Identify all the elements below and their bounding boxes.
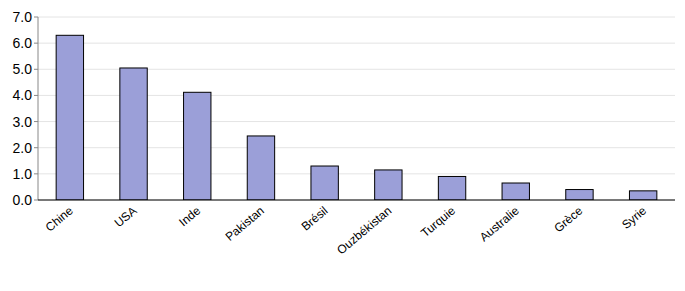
grid-line: [38, 43, 675, 44]
bar: [56, 35, 83, 200]
y-tick-label: 5.0: [13, 61, 33, 77]
tick: [34, 200, 38, 201]
x-tick-label: Ouzbékistan: [334, 204, 394, 258]
y-tick-label: 6.0: [13, 35, 33, 51]
x-tick-label: Pakistan: [223, 204, 267, 244]
bar: [120, 68, 147, 200]
y-tick-label: 2.0: [13, 140, 33, 156]
bar: [184, 92, 211, 200]
bar: [502, 183, 529, 200]
bar: [311, 166, 338, 200]
y-tick-label: 3.0: [13, 114, 33, 130]
x-tick-label: Chine: [43, 203, 76, 234]
tick: [34, 147, 38, 148]
bar: [375, 170, 402, 200]
tick: [34, 43, 38, 44]
bar: [438, 176, 465, 200]
x-axis: [38, 200, 675, 201]
y-tick-label: 7.0: [13, 9, 33, 25]
x-tick-label: USA: [112, 204, 140, 231]
tick: [34, 95, 38, 96]
y-tick-label: 4.0: [13, 87, 33, 103]
bar: [566, 190, 593, 200]
y-axis: [38, 17, 39, 200]
grid-line: [38, 17, 675, 18]
bars: [56, 35, 657, 200]
x-tick-label: Brésil: [299, 204, 331, 234]
bar: [247, 136, 274, 200]
x-tick-label: Australie: [477, 203, 522, 244]
x-tick-label: Turquie: [418, 203, 458, 240]
x-tick-label: Inde: [176, 203, 203, 229]
grid: [38, 17, 675, 200]
x-tick-label: Grèce: [551, 203, 585, 235]
y-tick-label: 0.0: [13, 192, 33, 208]
bar: [629, 191, 656, 200]
grid-line: [38, 200, 675, 201]
y-tick-label: 1.0: [13, 166, 33, 182]
tick: [34, 173, 38, 174]
tick: [34, 69, 38, 70]
tick: [34, 121, 38, 122]
tick: [34, 17, 38, 18]
x-tick-label: Syrie: [619, 203, 649, 232]
chart: 0.0 1.0 2.0 3.0 4.0 5.0 6.0 7.0 Chine USA Inde Paki…: [0, 0, 685, 291]
